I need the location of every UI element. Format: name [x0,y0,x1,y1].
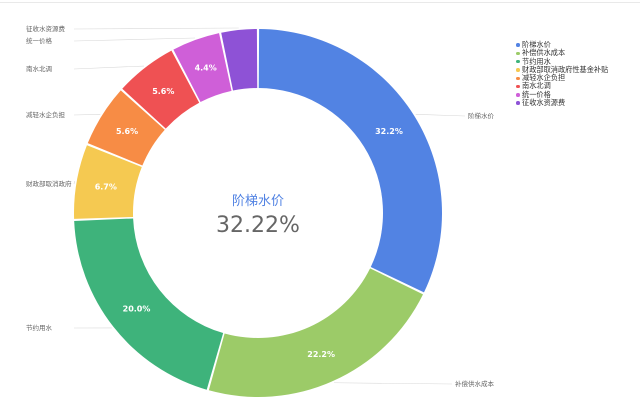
top-divider [0,2,640,3]
slice-7[interactable] [221,29,258,91]
legend-swatch-icon [516,68,520,72]
leader-lines [73,27,466,385]
legend-swatch-icon [516,51,520,56]
leader-line [73,65,145,70]
outside-label: 统一价格 [26,36,53,45]
legend-item[interactable]: 减轻水企负担 [516,73,608,83]
slice-value-label: 5.6% [152,87,174,96]
legend-label: 补偿供水成本 [522,48,566,58]
legend: 阶梯水价 补偿供水成本 节约用水 财政部取消政府性基金补贴 减轻水企负担 南水北调 统一价格… [516,40,609,108]
legend-item[interactable]: 阶梯水价 [516,40,608,49]
slice-value-label: 22.2% [307,350,335,359]
legend-item[interactable]: 统一价格 [516,89,608,99]
leader-line [73,114,101,116]
outside-label: 财政部取消政府 [26,179,72,188]
legend-swatch-icon [516,59,520,64]
slice-3[interactable] [74,145,142,219]
outside-label: 南水北调 [26,64,52,73]
outside-label: 减轻水企负担 [26,110,66,119]
legend-label: 节约用水 [522,56,551,66]
leader-line [415,114,466,117]
slice-value-label: 6.7% [95,182,117,191]
leader-line [73,37,196,42]
outside-label: 阶梯水价 [468,111,495,120]
legend-swatch-icon [516,84,520,89]
leader-line [334,382,453,385]
labels: 32.2% 阶梯水价 22.2% 补偿供水成本 20.0% 节约用水 6.7% 财政部取消政府… [26,24,495,388]
legend-label: 征收水资源费 [522,98,566,108]
slice-value-label: 4.4% [195,64,217,73]
slice-value-label: 32.2% [375,127,403,136]
center-value: 32.22% [216,213,300,238]
outside-label: 节约用水 [26,323,53,332]
legend-swatch-icon [516,101,520,105]
slices [74,29,442,398]
legend-item[interactable]: 财政部取消政府性基金补贴 [516,64,609,74]
legend-label: 财政部取消政府性基金补贴 [522,64,609,74]
legend-swatch-icon [516,93,520,97]
outside-label: 补偿供水成本 [455,379,495,388]
center-label: 阶梯水价 [232,194,284,209]
legend-label: 减轻水企负担 [522,73,566,83]
slice-value-label: 5.6% [116,127,138,136]
slice-5[interactable] [122,50,200,129]
slice-0[interactable] [258,29,442,293]
legend-label: 阶梯水价 [522,40,551,49]
slice-6[interactable] [173,33,232,102]
legend-swatch-icon [516,43,520,47]
legend-label: 南水北调 [522,81,551,91]
slice-4[interactable] [87,90,165,166]
slice-value-label: 20.0% [123,304,151,313]
legend-item[interactable]: 补偿供水成本 [516,48,608,58]
legend-item[interactable]: 节约用水 [516,56,608,66]
leader-line [73,27,239,30]
legend-item[interactable]: 南水北调 [516,82,608,90]
outside-label: 征收水资源费 [26,24,66,33]
legend-swatch-icon [516,76,520,81]
legend-label: 统一价格 [522,89,551,99]
slice-2[interactable] [74,218,224,390]
slice-1[interactable] [208,268,424,398]
leader-line [73,180,76,185]
legend-item[interactable]: 征收水资源费 [516,98,608,108]
